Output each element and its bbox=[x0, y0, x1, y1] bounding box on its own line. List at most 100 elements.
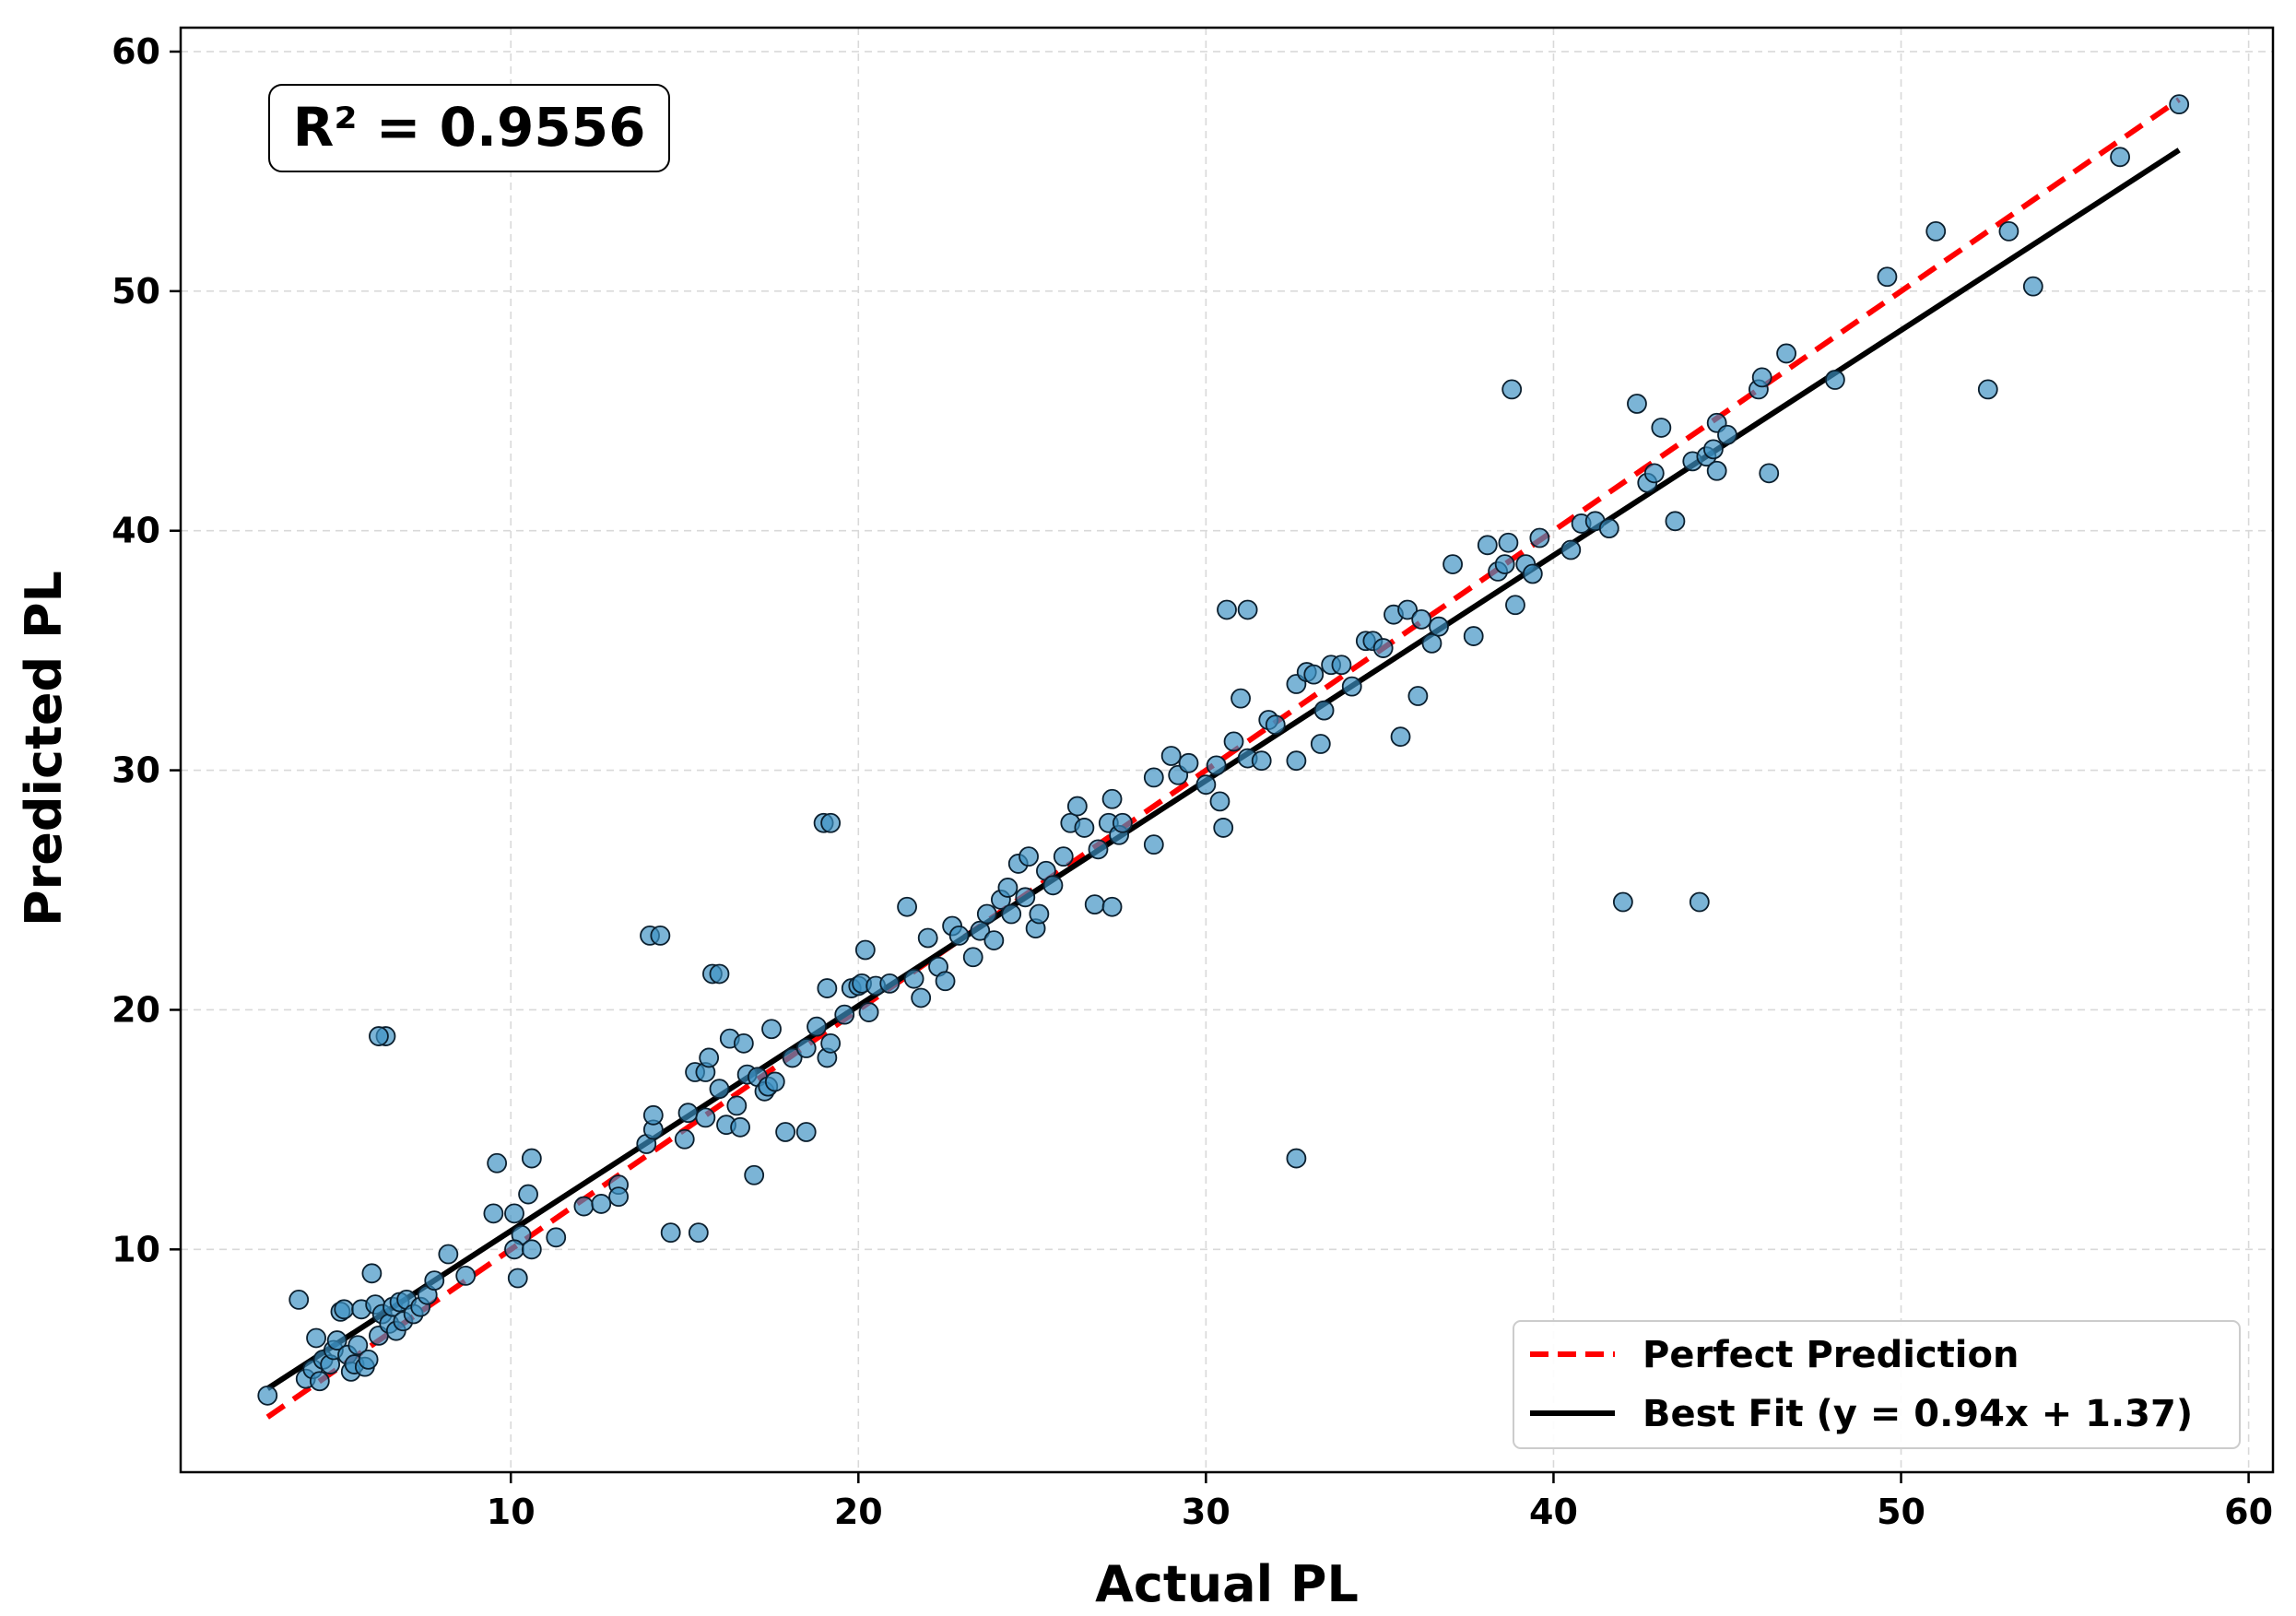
y-tick-label: 10 bbox=[112, 1229, 160, 1269]
data-point bbox=[1477, 535, 1498, 556]
data-point bbox=[660, 1222, 681, 1244]
data-point bbox=[521, 1148, 542, 1169]
data-point bbox=[795, 1122, 817, 1142]
data-point bbox=[1560, 539, 1582, 560]
data-point bbox=[677, 1103, 699, 1124]
data-point bbox=[1998, 220, 2019, 242]
data-point bbox=[1925, 220, 1947, 242]
data-point bbox=[935, 971, 956, 992]
y-tick-label: 40 bbox=[112, 511, 160, 551]
data-point bbox=[1303, 664, 1325, 685]
data-point bbox=[1390, 726, 1411, 748]
data-point bbox=[1313, 700, 1335, 721]
data-point bbox=[1372, 638, 1394, 658]
y-tick-label: 60 bbox=[112, 31, 160, 72]
data-point bbox=[917, 927, 938, 949]
plot-frame bbox=[179, 26, 2275, 1474]
data-point bbox=[1877, 266, 1898, 288]
data-point bbox=[775, 1122, 796, 1142]
data-point bbox=[1209, 791, 1230, 812]
data-point bbox=[1042, 875, 1064, 896]
legend: Perfect Prediction Best Fit (y = 0.94x +… bbox=[1513, 1320, 2241, 1449]
data-point bbox=[306, 1327, 326, 1349]
r-squared-annotation: R² = 0.9556 bbox=[268, 84, 670, 172]
data-point bbox=[257, 1385, 278, 1406]
data-point bbox=[1015, 887, 1036, 908]
data-point bbox=[674, 1128, 695, 1150]
data-point bbox=[1977, 379, 1998, 400]
data-point bbox=[1217, 599, 1237, 620]
data-point bbox=[1223, 731, 1244, 752]
data-point bbox=[309, 1371, 330, 1392]
data-point bbox=[1230, 688, 1251, 709]
x-tick-label: 40 bbox=[1529, 1492, 1578, 1532]
data-point bbox=[854, 939, 876, 961]
data-point bbox=[1429, 616, 1449, 637]
data-point bbox=[1251, 750, 1272, 772]
data-points bbox=[257, 94, 2190, 1406]
data-point bbox=[487, 1152, 508, 1174]
data-point bbox=[1001, 903, 1022, 925]
data-point bbox=[1751, 367, 1772, 388]
data-point bbox=[1088, 839, 1109, 860]
data-point bbox=[688, 1222, 709, 1244]
data-point bbox=[546, 1227, 567, 1248]
data-point bbox=[326, 1330, 347, 1351]
data-point bbox=[976, 903, 997, 925]
data-point bbox=[1407, 686, 1429, 706]
data-point bbox=[911, 987, 932, 1009]
data-point bbox=[1066, 796, 1088, 817]
x-tick-label: 60 bbox=[2224, 1492, 2273, 1532]
data-point bbox=[288, 1289, 310, 1310]
data-point bbox=[2169, 94, 2190, 115]
data-point bbox=[807, 1016, 827, 1037]
data-point bbox=[1498, 532, 1519, 553]
data-point bbox=[369, 1026, 389, 1046]
data-point bbox=[1018, 846, 1039, 867]
data-point bbox=[1101, 896, 1123, 917]
data-point bbox=[1178, 752, 1199, 773]
data-point bbox=[858, 1002, 879, 1022]
data-point bbox=[1703, 439, 1724, 460]
data-point bbox=[983, 930, 1005, 950]
data-point bbox=[1074, 818, 1095, 838]
data-point bbox=[834, 1004, 855, 1025]
legend-box bbox=[1513, 1320, 2241, 1449]
data-point bbox=[1265, 714, 1286, 736]
data-point bbox=[1411, 608, 1432, 630]
data-point bbox=[782, 1047, 803, 1068]
data-point bbox=[504, 1203, 524, 1224]
legend-perfect-label: Perfect Prediction bbox=[1643, 1334, 2019, 1376]
data-point bbox=[820, 812, 842, 833]
data-point bbox=[1421, 632, 1442, 654]
x-tick-label: 20 bbox=[834, 1492, 883, 1532]
x-tick-label: 10 bbox=[487, 1492, 536, 1532]
r-squared-text: R² = 0.9556 bbox=[293, 96, 646, 159]
y-axis-label: Predicted PL bbox=[15, 571, 73, 926]
data-point bbox=[709, 1079, 730, 1100]
data-point bbox=[1213, 818, 1234, 838]
data-point bbox=[642, 1104, 664, 1126]
data-point bbox=[1689, 891, 1710, 913]
data-point bbox=[820, 1032, 842, 1054]
data-point bbox=[699, 1047, 720, 1068]
data-point bbox=[1331, 655, 1352, 676]
data-point bbox=[695, 1107, 716, 1128]
data-point bbox=[1505, 595, 1525, 616]
data-point bbox=[1612, 891, 1633, 913]
data-point bbox=[1286, 1148, 1307, 1169]
data-point bbox=[795, 1038, 817, 1058]
data-point bbox=[879, 973, 901, 994]
data-point bbox=[591, 1194, 612, 1214]
data-point bbox=[709, 963, 730, 985]
data-point bbox=[1759, 463, 1780, 484]
data-point bbox=[424, 1270, 445, 1292]
data-point bbox=[504, 1239, 524, 1260]
data-point bbox=[1776, 343, 1796, 364]
data-point bbox=[1651, 418, 1672, 438]
data-point bbox=[2022, 276, 2043, 297]
data-point bbox=[1717, 424, 1737, 445]
data-point bbox=[1143, 834, 1164, 855]
x-axis-ticks: 10 20 30 40 50 60 bbox=[487, 1472, 2273, 1532]
